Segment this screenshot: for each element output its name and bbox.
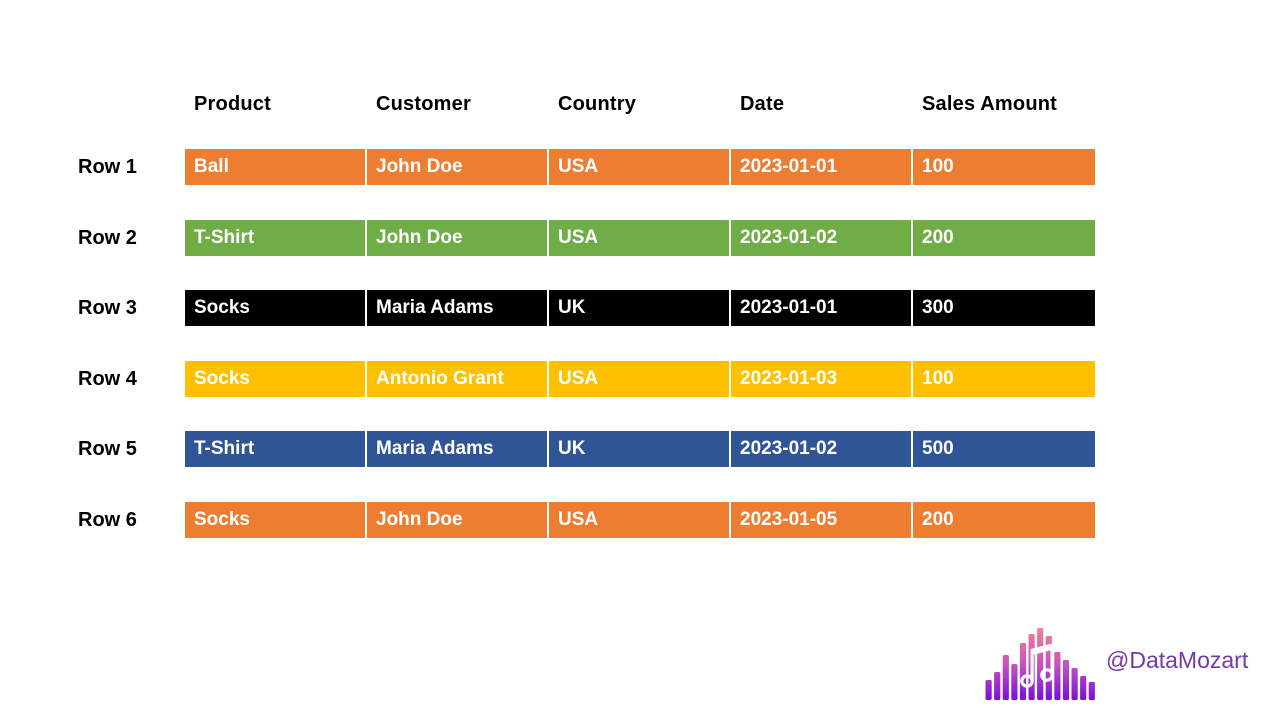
cell-date: 2023-01-02 [731,431,913,467]
table-row: T-Shirt Maria Adams UK 2023-01-02 500 [185,431,1095,467]
row-label-6: Row 6 [78,509,137,531]
cell-sales-amount: 300 [922,297,954,318]
column-header-row: Product Customer Country Date Sales Amou… [185,90,1095,118]
cell-date: 2023-01-01 [731,290,913,326]
row-label-1: Row 1 [78,156,137,178]
cell-customer: Maria Adams [367,290,549,326]
row-label-3: Row 3 [78,297,137,319]
cell-customer: John Doe [367,220,549,256]
column-header-date: Date [740,93,785,115]
cell-country: UK [549,290,731,326]
cell-sales-amount: 200 [922,227,954,248]
cell-sales-amount: 100 [922,368,954,389]
cell-date: 2023-01-03 [731,361,913,397]
cell-product: Socks [185,290,367,326]
cell-product: Ball [185,149,367,185]
cell-country: USA [549,502,731,538]
cell-date: 2023-01-01 [731,149,913,185]
column-header-product: Product [194,93,271,115]
cell-sales-amount: 500 [922,438,954,459]
cell-customer: Antonio Grant [367,361,549,397]
cell-product: Socks [185,502,367,538]
cell-country: UK [549,431,731,467]
cell-customer: John Doe [367,149,549,185]
table-row: Socks John Doe USA 2023-01-05 200 [185,502,1095,538]
cell-customer: Maria Adams [367,431,549,467]
row-label-5: Row 5 [78,438,137,460]
column-header-customer: Customer [376,93,471,115]
datamozart-logo-icon [985,628,1095,700]
cell-sales-amount: 200 [922,509,954,530]
table-row: Ball John Doe USA 2023-01-01 100 [185,149,1095,185]
table-row: Socks Antonio Grant USA 2023-01-03 100 [185,361,1095,397]
cell-date: 2023-01-05 [731,502,913,538]
cell-date: 2023-01-02 [731,220,913,256]
column-header-sales-amount: Sales Amount [922,93,1058,115]
cell-country: USA [549,149,731,185]
column-header-country: Country [558,93,637,115]
table-row: T-Shirt John Doe USA 2023-01-02 200 [185,220,1095,256]
cell-country: USA [549,361,731,397]
row-label-2: Row 2 [78,227,137,249]
equalizer-bars-icon [985,628,1095,700]
table-row: Socks Maria Adams UK 2023-01-01 300 [185,290,1095,326]
social-handle: @DataMozart [1106,647,1249,673]
cell-customer: John Doe [367,502,549,538]
cell-country: USA [549,220,731,256]
cell-product: T-Shirt [185,220,367,256]
cell-product: Socks [185,361,367,397]
row-label-4: Row 4 [78,368,137,390]
cell-sales-amount: 100 [922,156,954,177]
music-note-icon [1020,643,1054,688]
cell-product: T-Shirt [185,431,367,467]
